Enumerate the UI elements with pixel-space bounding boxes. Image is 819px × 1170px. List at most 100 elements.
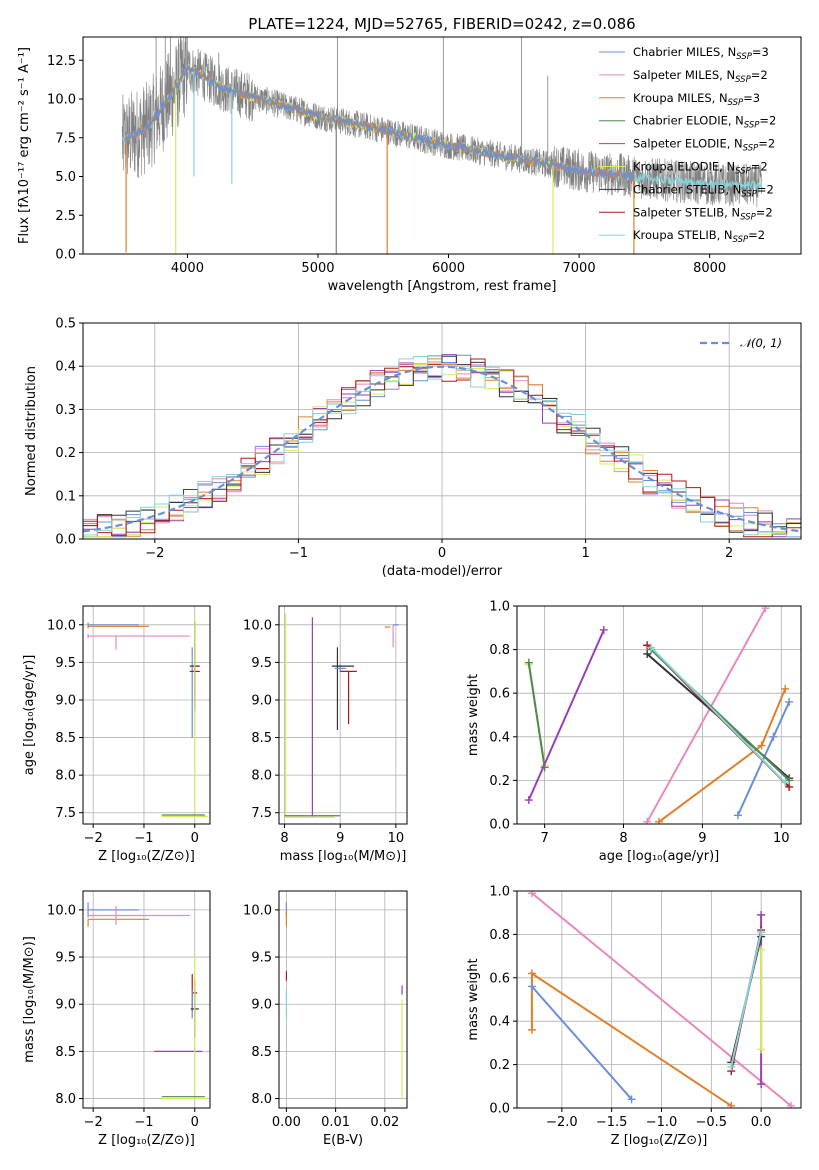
- age-vs-mass-panel: 8 9 107.58.08.59.09.510.0mass [log₁₀(M/M⊙)…: [243, 606, 407, 864]
- weight-marker: [643, 818, 651, 826]
- y-tick-label: 0.5: [55, 317, 76, 332]
- y-tick-label: 9.0: [251, 998, 272, 1013]
- y-tick-label: 0.6: [489, 971, 510, 986]
- legend-label: Chabrier ELODIE, NSSP=2: [633, 114, 776, 131]
- y-tick-label: 8.0: [251, 769, 272, 784]
- x-tick-label: −1.5: [596, 1115, 628, 1130]
- weight-series: [528, 982, 636, 1103]
- y-tick-label: 9.5: [55, 951, 76, 966]
- x-tick-label: 0.00: [272, 1115, 301, 1130]
- axes-frame: [83, 606, 210, 824]
- y-tick-label: 8.5: [55, 1045, 76, 1060]
- legend-entry: Kroupa MILES, NSSP=3: [599, 91, 760, 108]
- x-tick-label: −1: [134, 1115, 153, 1130]
- x-axis-label: Z [log₁₀(Z/Z⊙)]: [611, 1133, 708, 1148]
- x-axis-label: (data-model)/error: [382, 564, 503, 579]
- y-tick-label: 8.0: [251, 1092, 272, 1107]
- y-tick-label: 7.5: [55, 131, 76, 146]
- x-tick-label: 8: [619, 831, 627, 846]
- model-curve: [125, 65, 634, 181]
- y-tick-label: 0.4: [55, 360, 76, 375]
- x-tick-label: −0.5: [696, 1115, 728, 1130]
- weight-line: [532, 987, 632, 1100]
- errorbar-point: [88, 919, 149, 927]
- x-tick-label: −2: [145, 546, 164, 561]
- weight-marker: [785, 698, 793, 706]
- weight-series: [655, 685, 789, 826]
- weight-line: [731, 932, 761, 1067]
- weight-marker: [762, 604, 770, 612]
- weight-series: [643, 604, 769, 826]
- weight-series: [525, 659, 549, 772]
- x-tick-label: −1: [134, 831, 153, 846]
- legend-label: Salpeter STELIB, NSSP=2: [633, 205, 773, 222]
- x-tick-label: 7000: [563, 261, 596, 276]
- x-tick-label: 4000: [171, 261, 204, 276]
- y-tick-label: 0.2: [55, 446, 76, 461]
- y-tick-label: 9.5: [251, 951, 272, 966]
- legend-label: Salpeter MILES, NSSP=2: [633, 68, 768, 85]
- y-axis-label: Flux [fλ10⁻¹⁷ erg cm⁻² s⁻¹ A⁻¹]: [17, 47, 32, 244]
- y-tick-label: 10.0: [243, 903, 272, 918]
- x-tick-label: 6000: [432, 261, 465, 276]
- mass-vs-EBV-panel: 0.00 0.01 0.028.08.59.09.510.0E(B-V): [243, 891, 407, 1148]
- axes-frame: [279, 891, 407, 1108]
- y-axis-label: mass weight: [466, 674, 481, 756]
- x-tick-label: 10: [388, 831, 405, 846]
- weight-marker: [781, 685, 789, 693]
- y-tick-label: 10.0: [47, 618, 76, 633]
- y-tick-label: 1.0: [489, 600, 510, 615]
- weight-marker: [757, 911, 765, 919]
- axes-frame: [83, 891, 210, 1108]
- weight-line: [529, 630, 604, 800]
- y-tick-label: 0.0: [489, 1102, 510, 1117]
- legend-entry: 𝒩(0, 1): [700, 336, 782, 350]
- legend-label: Chabrier MILES, NSSP=3: [633, 45, 769, 62]
- x-tick-label: −1: [289, 546, 308, 561]
- x-axis-label: E(B-V): [323, 1133, 363, 1148]
- legend-entry: Chabrier ELODIE, NSSP=2: [599, 114, 776, 131]
- x-tick-label: 0.01: [321, 1115, 350, 1130]
- y-tick-label: 0.1: [55, 489, 76, 504]
- y-axis-label: age [log₁₀(age/yr)]: [22, 655, 37, 776]
- y-tick-label: 0.8: [489, 643, 510, 658]
- legend-entry: Kroupa STELIB, NSSP=2: [599, 228, 765, 245]
- x-axis-label: age [log₁₀(age/yr)]: [599, 849, 720, 864]
- x-tick-label: 9: [336, 831, 344, 846]
- axes-frame: [517, 891, 801, 1108]
- x-tick-label: 8000: [693, 261, 726, 276]
- figure: PLATE=1224, MJD=52765, FIBERID=0242, z=0…: [0, 0, 819, 1170]
- x-tick-label: 0.02: [370, 1115, 399, 1130]
- x-tick-label: −2: [84, 1115, 103, 1130]
- y-tick-label: 1.0: [489, 885, 510, 900]
- weight-line: [647, 608, 765, 822]
- mass-weight-vs-age-panel: 7 8 9 100.00.20.40.60.81.0age [log₁₀(age/yr…: [466, 600, 801, 865]
- y-tick-label: 9.0: [55, 998, 76, 1013]
- y-tick-label: 10.0: [243, 618, 272, 633]
- legend-entry: Chabrier MILES, NSSP=3: [599, 45, 769, 62]
- y-tick-label: 0.0: [55, 533, 76, 548]
- weight-marker: [727, 1063, 735, 1071]
- y-tick-label: 0.6: [489, 687, 510, 702]
- axes-frame: [517, 606, 801, 824]
- y-tick-label: 8.0: [55, 769, 76, 784]
- weight-marker: [769, 733, 777, 741]
- weight-line: [659, 689, 785, 822]
- legend-label: 𝒩(0, 1): [740, 336, 782, 350]
- x-axis-label: mass [log₁₀(M/M⊙)]: [280, 849, 407, 864]
- legend-label: Salpeter ELODIE, NSSP=2: [633, 137, 775, 154]
- legend-entry: Salpeter MILES, NSSP=2: [599, 68, 768, 85]
- x-tick-label: 0: [438, 546, 446, 561]
- x-tick-label: 0.0: [751, 1115, 772, 1130]
- y-tick-label: 7.5: [55, 806, 76, 821]
- legend-label: Kroupa MILES, NSSP=3: [633, 91, 760, 108]
- y-tick-label: 0.2: [489, 774, 510, 789]
- axes-frame: [279, 606, 407, 824]
- residuals-panel: −2 −1 0 1 2 0.0 0.1 0.2 0.3 0.4 0.5 (data-model)/er…: [24, 317, 801, 580]
- y-tick-label: 5.0: [55, 170, 76, 185]
- weight-line: [651, 647, 785, 782]
- x-tick-label: −2.0: [546, 1115, 578, 1130]
- y-tick-label: 0.0: [489, 818, 510, 833]
- legend-entry: Salpeter ELODIE, NSSP=2: [599, 137, 775, 154]
- y-tick-label: 2.5: [55, 209, 76, 224]
